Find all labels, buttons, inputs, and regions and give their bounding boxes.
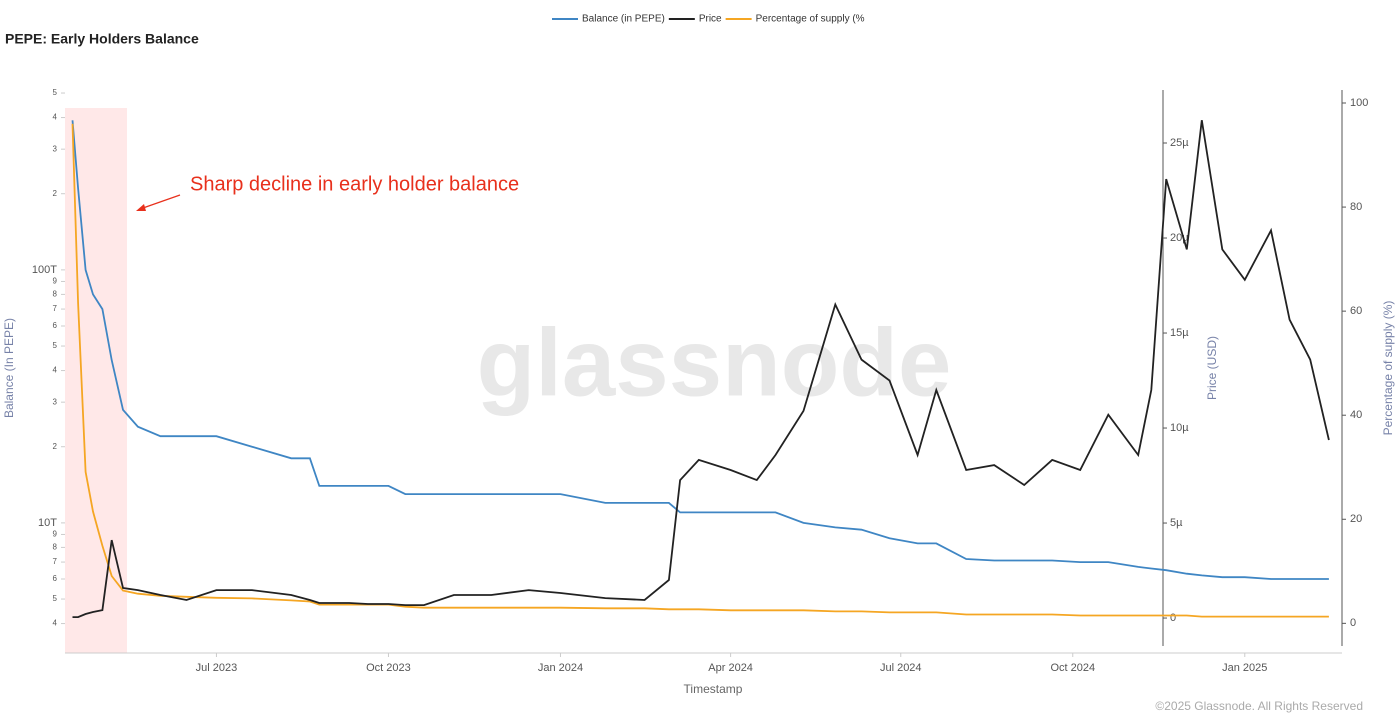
x-tick-label: Jul 2023: [196, 662, 238, 674]
legend-label: Price: [699, 14, 722, 25]
y-tick-label: 4: [53, 113, 58, 122]
y3-tick-label: 0: [1350, 617, 1356, 629]
chart-title: PEPE: Early Holders Balance: [5, 31, 199, 47]
y-tick-label: 2: [53, 189, 58, 198]
annotation-arrow: [142, 194, 181, 209]
y3-tick-label: 60: [1350, 305, 1362, 317]
y2-tick-label: 20µ: [1170, 232, 1189, 244]
y-tick-label: 5: [53, 594, 58, 603]
y-tick-label: 4: [53, 366, 58, 375]
y2-tick-label: 10µ: [1170, 422, 1189, 434]
y-tick-label: 5: [53, 341, 58, 350]
y-tick-label: 100T: [32, 264, 57, 276]
footer: ©2025 Glassnode. All Rights Reserved: [1155, 699, 1363, 713]
y2-tick-label: 0: [1170, 612, 1176, 624]
x-tick-label: Jan 2024: [538, 662, 583, 674]
y2-tick-label: 5µ: [1170, 517, 1183, 529]
y2-axis-title: Price (USD): [1205, 336, 1219, 400]
arrow-head: [136, 204, 146, 211]
watermark: glassnode: [477, 309, 952, 416]
x-tick-label: Jan 2025: [1222, 662, 1267, 674]
y-axis-title: Balance (In PEPE): [2, 318, 16, 418]
y-tick-label: 6: [53, 574, 58, 583]
y3-tick-label: 40: [1350, 409, 1362, 421]
y-tick-label: 3: [53, 397, 58, 406]
x-tick-label: Jul 2024: [880, 662, 922, 674]
y-tick-label: 5: [53, 88, 58, 97]
y-tick-label: 8: [53, 290, 58, 299]
y-tick-label: 6: [53, 321, 58, 330]
legend-label: Balance (in PEPE): [582, 14, 665, 25]
y3-tick-label: 20: [1350, 513, 1362, 525]
y3-tick-label: 100: [1350, 97, 1368, 109]
y3-tick-label: 80: [1350, 201, 1362, 213]
x-tick-label: Oct 2023: [366, 662, 411, 674]
y-tick-label: 7: [53, 304, 58, 313]
legend-label: Percentage of supply (%: [756, 14, 865, 25]
y-tick-label: 9: [53, 277, 58, 286]
y-tick-label: 10T: [38, 517, 57, 529]
y2-tick-label: 25µ: [1170, 137, 1189, 149]
x-tick-label: Apr 2024: [708, 662, 753, 674]
annotation: Sharp decline in early holder balance: [190, 173, 519, 195]
series-line: [72, 120, 1330, 618]
series-line: [71, 120, 1329, 580]
y-tick-label: 9: [53, 530, 58, 539]
y3-axis-title: Percentage of supply (%): [1381, 301, 1395, 436]
y-tick-label: 4: [53, 619, 58, 628]
y-tick-label: 7: [53, 557, 58, 566]
series-line: [71, 123, 1329, 618]
y-tick-label: 2: [53, 442, 58, 451]
y-tick-label: 3: [53, 144, 58, 153]
y2-tick-label: 15µ: [1170, 327, 1189, 339]
y-tick-label: 8: [53, 543, 58, 552]
x-tick-label: Oct 2024: [1050, 662, 1095, 674]
x-axis-title: Timestamp: [684, 682, 743, 696]
